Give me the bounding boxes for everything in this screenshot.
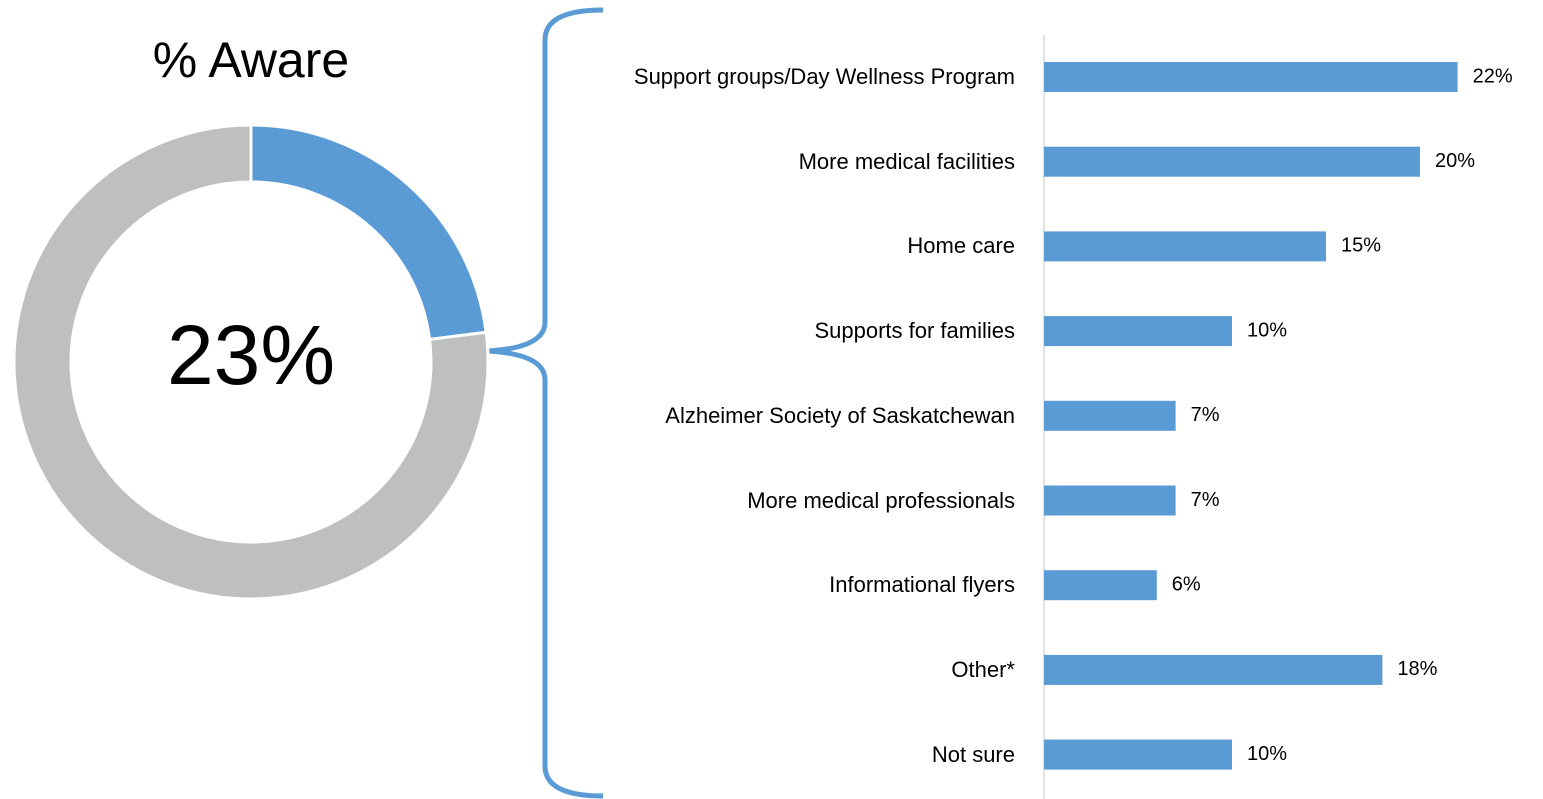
bar <box>1044 316 1232 347</box>
bar <box>1044 485 1176 516</box>
value-label: 7% <box>1191 489 1220 511</box>
category-label-box: Informational flyers <box>585 550 1015 620</box>
bar <box>1044 739 1232 770</box>
bar <box>1044 146 1420 177</box>
category-label: Not sure <box>931 741 1015 767</box>
category-label: Alzheimer Society of Saskatchewan <box>665 402 1015 428</box>
donut-segment <box>12 123 490 601</box>
bar <box>1044 231 1326 262</box>
category-label-box: Home care <box>585 211 1015 281</box>
category-label: Informational flyers <box>829 572 1015 598</box>
center-label: 23% <box>167 308 335 402</box>
value-label: 15% <box>1341 235 1381 257</box>
bar <box>1044 400 1176 431</box>
category-label-box: Supports for families <box>585 296 1015 366</box>
value-label: 7% <box>1191 404 1220 426</box>
category-label: More medical facilities <box>798 148 1015 174</box>
category-label-box: More medical facilities <box>585 127 1015 197</box>
value-label: 6% <box>1172 573 1201 595</box>
donut-title: % Aware <box>153 32 349 88</box>
value-label: 22% <box>1473 65 1513 87</box>
category-label: Support groups/Day Wellness Program <box>633 64 1015 89</box>
category-label-box: Other* <box>585 635 1015 705</box>
category-label-box: Support groups/Day Wellness Program <box>585 42 1015 112</box>
category-label-box: More medical professionals <box>585 466 1015 536</box>
bar <box>1044 654 1383 685</box>
category-label: Home care <box>907 233 1015 259</box>
category-label-box: Not sure <box>585 720 1015 790</box>
bar <box>1044 570 1157 601</box>
value-label: 20% <box>1435 150 1475 172</box>
category-label-box: Alzheimer Society of Saskatchewan <box>585 381 1015 451</box>
bar <box>1044 62 1458 92</box>
category-label: Other* <box>951 656 1015 682</box>
value-label: 18% <box>1397 658 1437 680</box>
category-label: More medical professionals <box>747 487 1015 513</box>
value-label: 10% <box>1247 743 1287 765</box>
category-label: Supports for families <box>814 318 1015 344</box>
value-label: 10% <box>1247 319 1287 341</box>
